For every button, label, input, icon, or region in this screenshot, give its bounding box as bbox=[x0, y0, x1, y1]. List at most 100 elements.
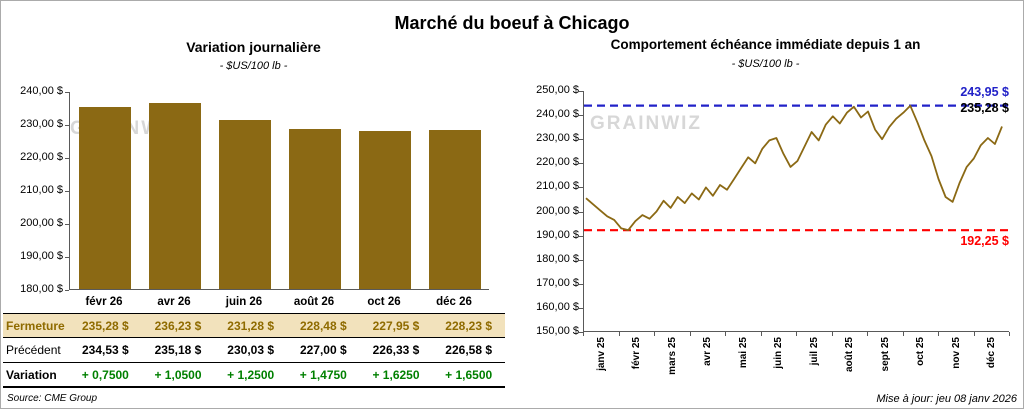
x-tick-mark bbox=[902, 332, 904, 336]
line-chart-subtitle: - $US/100 lb - bbox=[731, 58, 800, 70]
table-cell: 236,23 $ bbox=[154, 319, 202, 333]
table-cell: + 1,2500 bbox=[227, 368, 275, 382]
line-chart-plot: GRAINWIZ bbox=[583, 91, 1010, 332]
y-tick-mark bbox=[65, 92, 69, 93]
y-tick-label: 150,00 $ bbox=[536, 325, 579, 337]
y-tick-mark bbox=[65, 290, 69, 291]
updated-note: Mise à jour: jeu 08 janv 2026 bbox=[876, 393, 1017, 405]
y-tick-mark bbox=[65, 224, 69, 225]
x-category-label: févr 26 bbox=[85, 296, 123, 308]
x-tick-mark bbox=[867, 332, 868, 336]
table-row-precedent: Précédent 234,53 $ 235,18 $ 230,03 $ 227,00 … bbox=[3, 338, 505, 363]
y-tick-label: 200,00 $ bbox=[536, 204, 579, 217]
table-cell: 226,33 $ bbox=[372, 343, 420, 357]
y-tick-mark bbox=[579, 259, 583, 261]
row-label: Précédent bbox=[6, 343, 61, 357]
row-label: Fermeture bbox=[6, 319, 65, 333]
y-tick-mark bbox=[579, 332, 583, 333]
y-tick-mark bbox=[65, 257, 69, 258]
table-cell: 228,23 $ bbox=[445, 319, 493, 333]
table-cell: 234,53 $ bbox=[81, 343, 129, 357]
last-value-label: 235,28 $ bbox=[960, 101, 1009, 115]
y-tick-label: 180,00 $ bbox=[20, 283, 63, 295]
table-cell: 227,00 $ bbox=[299, 343, 347, 357]
table-cell: 228,48 $ bbox=[299, 319, 347, 333]
x-tick-mark bbox=[938, 332, 939, 336]
x-month-label: juil 25 bbox=[808, 337, 820, 366]
y-tick-mark bbox=[65, 158, 69, 159]
table-row-fermeture: Fermeture 235,28 $ 236,23 $ 231,28 $ 228,48 … bbox=[3, 313, 505, 338]
table-cell: 235,18 $ bbox=[154, 343, 202, 357]
price-table: Fermeture 235,28 $ 236,23 $ 231,28 $ 228,48 … bbox=[3, 313, 505, 388]
x-month-label: mai 25 bbox=[737, 337, 749, 369]
y-tick-label: 230,00 $ bbox=[20, 118, 63, 130]
x-tick-mark bbox=[583, 332, 584, 336]
x-month-label: juin 25 bbox=[773, 337, 785, 369]
y-tick-mark bbox=[579, 283, 583, 285]
bar-chart-plot: GRAINWIZ bbox=[69, 92, 489, 290]
y-tick-label: 180,00 $ bbox=[536, 252, 579, 265]
table-cell: + 1,6250 bbox=[372, 368, 420, 382]
row-label: Variation bbox=[6, 368, 57, 382]
table-cell: + 1,4750 bbox=[299, 368, 347, 382]
x-month-label: déc 25 bbox=[986, 337, 998, 369]
table-cell: + 1,6500 bbox=[445, 368, 493, 382]
table-cell: 227,95 $ bbox=[372, 319, 420, 333]
bar-chart-title: Variation journalière bbox=[186, 39, 321, 55]
y-tick-label: 220,00 $ bbox=[20, 151, 63, 163]
table-cell: 230,03 $ bbox=[227, 343, 275, 357]
x-tick-mark bbox=[654, 332, 655, 336]
y-tick-label: 160,00 $ bbox=[536, 300, 579, 313]
line-chart-title: Comportement échéance immédiate depuis 1… bbox=[610, 37, 921, 52]
y-tick-label: 230,00 $ bbox=[536, 132, 579, 145]
y-tick-mark bbox=[579, 307, 583, 309]
x-tick-mark bbox=[796, 332, 797, 336]
y-tick-label: 250,00 $ bbox=[536, 84, 579, 96]
x-month-label: mars 25 bbox=[666, 337, 678, 375]
y-tick-mark bbox=[65, 191, 69, 192]
x-tick-mark bbox=[760, 332, 762, 336]
x-category-label: déc 26 bbox=[436, 296, 472, 308]
y-tick-mark bbox=[579, 115, 583, 117]
price-bar bbox=[359, 130, 411, 289]
table-cell: + 1,0500 bbox=[154, 368, 202, 382]
y-tick-mark bbox=[65, 125, 69, 126]
y-tick-label: 200,00 $ bbox=[20, 217, 63, 229]
x-category-label: avr 26 bbox=[157, 296, 191, 308]
y-tick-mark bbox=[579, 139, 583, 141]
y-tick-label: 170,00 $ bbox=[536, 276, 579, 289]
table-cell: 231,28 $ bbox=[227, 319, 275, 333]
y-tick-label: 240,00 $ bbox=[536, 108, 579, 121]
y-tick-mark bbox=[579, 91, 583, 92]
price-bar bbox=[289, 129, 341, 289]
price-bar bbox=[219, 119, 271, 289]
x-tick-mark bbox=[725, 332, 726, 336]
price-bar bbox=[79, 106, 131, 289]
y-tick-label: 240,00 $ bbox=[20, 85, 63, 97]
y-tick-label: 220,00 $ bbox=[536, 156, 579, 169]
x-tick-mark bbox=[689, 332, 691, 336]
price-bar bbox=[149, 103, 201, 289]
bar-chart-subtitle: - $US/100 lb - bbox=[219, 60, 288, 72]
x-month-label: août 25 bbox=[844, 337, 856, 373]
x-month-label: oct 25 bbox=[915, 337, 927, 366]
x-tick-mark bbox=[1009, 332, 1010, 336]
x-tick-mark bbox=[973, 332, 975, 336]
watermark-logo: GRAINWIZ bbox=[590, 113, 703, 134]
price-bar bbox=[429, 129, 481, 289]
x-tick-mark bbox=[831, 332, 833, 336]
low-value-label: 192,25 $ bbox=[960, 234, 1009, 248]
x-tick-mark bbox=[618, 332, 620, 336]
x-month-label: janv 25 bbox=[595, 337, 607, 371]
x-category-label: août 26 bbox=[293, 296, 335, 308]
x-month-label: nov 25 bbox=[950, 337, 962, 369]
table-cell: 226,58 $ bbox=[445, 343, 493, 357]
x-month-label: févr 25 bbox=[631, 337, 643, 370]
y-tick-label: 210,00 $ bbox=[536, 180, 579, 193]
price-line-chart bbox=[584, 104, 1010, 232]
x-category-label: oct 26 bbox=[367, 296, 401, 308]
x-category-label: juin 26 bbox=[225, 296, 263, 308]
source-note: Source: CME Group bbox=[7, 393, 98, 404]
table-cell: + 0,7500 bbox=[81, 368, 129, 382]
price-series-line bbox=[585, 104, 1003, 232]
